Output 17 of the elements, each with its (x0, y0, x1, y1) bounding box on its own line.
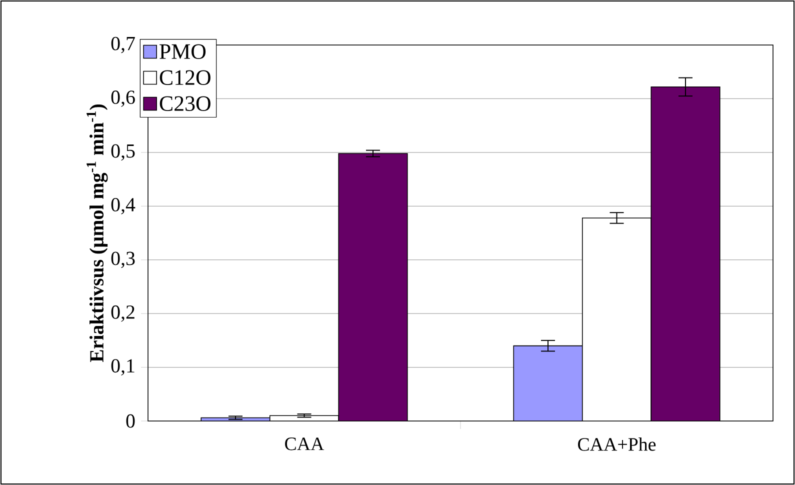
y-tick-label: 0,3 (111, 252, 135, 268)
y-tick-label: 0,7 (111, 36, 135, 54)
y-tick-label: 0,1 (111, 359, 134, 376)
y-tick-label: 0 (126, 414, 135, 428)
legend-label: PMO (160, 44, 206, 60)
bar (338, 153, 408, 422)
legend-label: C23O (160, 96, 210, 111)
bar (513, 345, 583, 422)
x-tick-label: CAA+Phe (578, 438, 656, 451)
y-tick-label: 0,4 (111, 198, 136, 214)
legend-label: C12O (160, 70, 210, 85)
x-tick-label: CAA (285, 438, 324, 450)
y-tick-label: 0,5 (111, 144, 135, 161)
y-tick-label: 0,6 (111, 90, 135, 107)
y-tick-label: 0,2 (111, 305, 134, 322)
bar (650, 86, 720, 422)
y-axis-title: Eriaktiivsus (µmol mg$^{-1}$ min$^{-1}$) (86, 104, 108, 362)
